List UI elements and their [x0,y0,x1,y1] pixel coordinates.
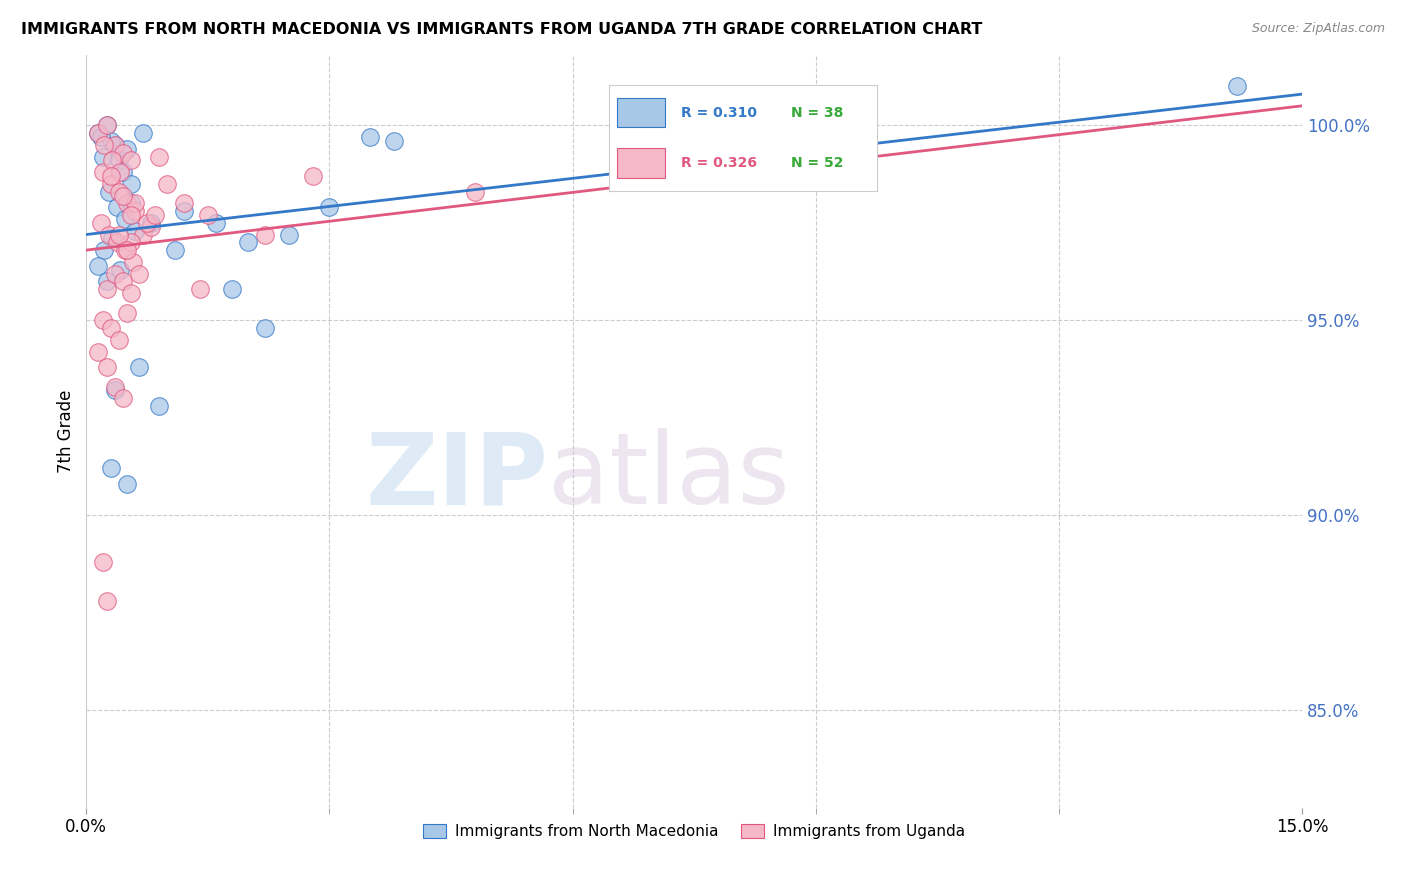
Point [91,165,114,179]
Point [104,379,127,393]
Point [90,130,112,145]
Point [110,262,132,277]
Point [96,282,118,296]
Point [132,227,155,242]
Point [156,177,179,191]
Point [110,165,132,179]
Point [124,224,146,238]
Point [173,196,195,211]
Point [115,477,138,491]
Point [101,153,124,168]
Point [205,216,228,230]
Point [96,594,118,608]
Point [104,384,127,398]
Point [100,169,122,183]
Point [96,119,118,133]
Point [115,196,138,211]
Point [87,126,110,140]
Point [100,321,122,335]
Point [107,333,129,347]
Point [115,305,138,319]
Text: atlas: atlas [548,428,790,525]
Point [90,216,112,230]
Point [87,344,110,359]
Point [105,200,128,214]
Text: ZIP: ZIP [366,428,548,525]
Point [111,145,134,160]
Point [148,399,170,413]
Point [143,208,166,222]
Point [104,137,127,152]
Point [188,282,211,296]
Point [120,196,142,211]
Point [139,219,162,234]
Point [173,204,195,219]
Point [91,149,114,163]
Point [114,211,136,226]
Point [148,149,170,163]
Point [277,227,299,242]
Text: Source: ZipAtlas.com: Source: ZipAtlas.com [1251,22,1385,36]
Point [96,274,118,288]
Point [1226,79,1249,94]
Point [105,235,128,250]
Point [111,188,134,202]
Point [139,216,162,230]
Point [91,555,114,569]
Point [302,169,325,183]
Point [122,255,145,269]
Point [253,227,276,242]
Point [120,235,142,250]
Point [382,134,405,148]
Point [98,227,121,242]
Legend: Immigrants from North Macedonia, Immigrants from Uganda: Immigrants from North Macedonia, Immigra… [416,817,972,846]
Point [93,137,115,152]
Y-axis label: 7th Grade: 7th Grade [58,390,75,473]
Point [87,259,110,273]
Point [104,267,127,281]
Point [93,243,115,257]
Point [128,360,150,375]
Point [124,196,146,211]
Point [221,282,243,296]
Point [111,274,134,288]
Point [238,235,260,250]
Point [100,461,122,475]
Point [107,185,129,199]
Point [100,134,122,148]
Point [114,243,136,257]
Point [100,177,122,191]
Point [132,126,155,140]
Point [87,126,110,140]
Point [197,208,219,222]
Point [128,267,150,281]
Point [96,360,118,375]
Point [318,200,340,214]
Point [120,177,142,191]
Point [101,231,124,245]
Point [115,243,138,257]
Point [107,153,129,168]
Point [120,285,142,300]
Point [91,313,114,327]
Point [124,204,146,219]
Point [464,185,486,199]
Point [120,208,142,222]
Point [115,142,138,156]
Point [120,153,142,168]
Point [359,130,381,145]
Point [253,321,276,335]
Point [165,243,187,257]
Point [104,137,127,152]
Text: IMMIGRANTS FROM NORTH MACEDONIA VS IMMIGRANTS FROM UGANDA 7TH GRADE CORRELATION : IMMIGRANTS FROM NORTH MACEDONIA VS IMMIG… [21,22,983,37]
Point [136,216,159,230]
Point [96,119,118,133]
Point [107,227,129,242]
Point [111,165,134,179]
Point [111,392,134,406]
Point [98,185,121,199]
